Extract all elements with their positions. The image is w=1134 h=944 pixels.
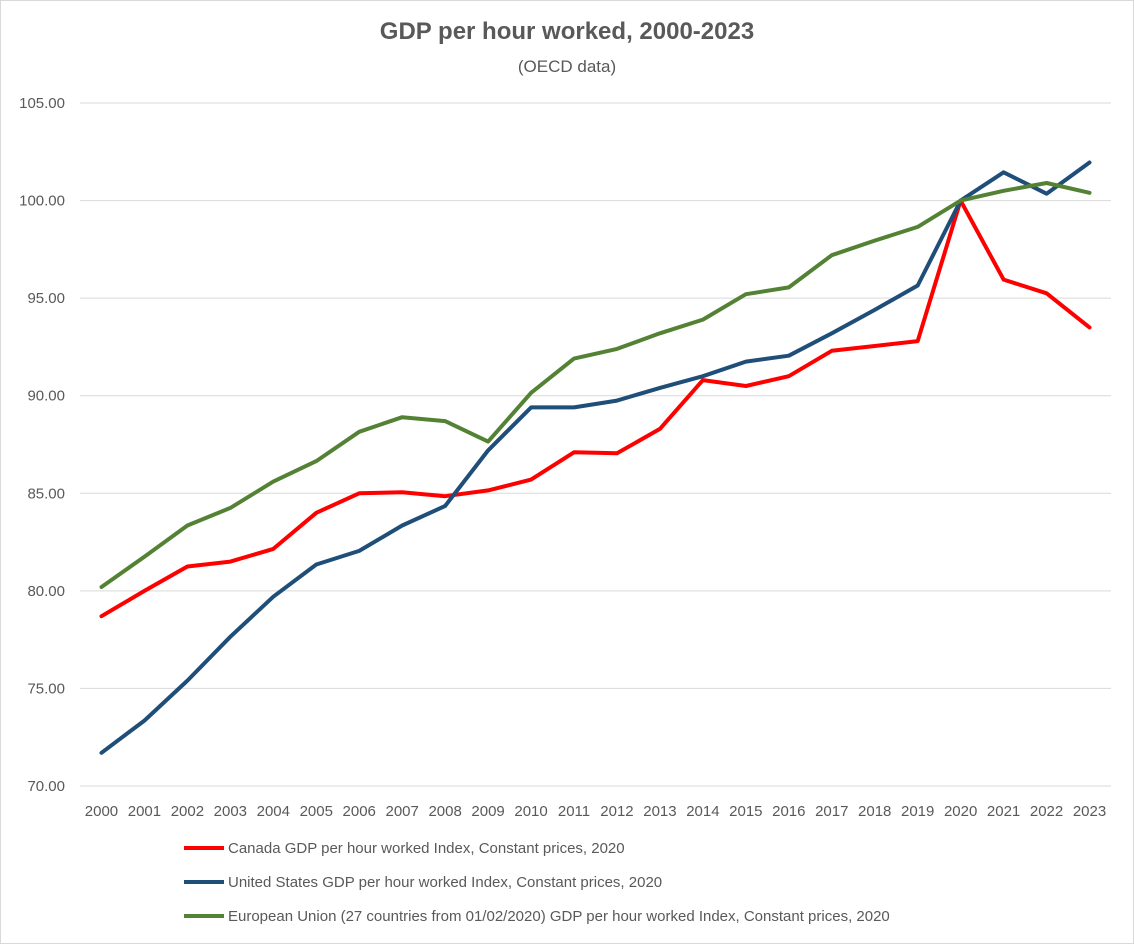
x-tick-label: 2006 bbox=[343, 803, 376, 820]
legend-label: European Union (27 countries from 01/02/… bbox=[228, 907, 890, 925]
x-tick-label: 2015 bbox=[729, 803, 762, 820]
y-axis: 70.00 75.00 80.00 85.00 90.00 95.00 100.00 105.… bbox=[19, 95, 65, 795]
x-tick-label: 2002 bbox=[171, 803, 204, 820]
y-tick-label: 75.00 bbox=[27, 680, 65, 697]
x-tick-label: 2022 bbox=[1030, 803, 1063, 820]
legend-label: United States GDP per hour worked Index,… bbox=[228, 873, 663, 891]
x-tick-label: 2001 bbox=[128, 803, 161, 820]
y-tick-label: 90.00 bbox=[27, 388, 65, 405]
y-tick-label: 105.00 bbox=[19, 95, 65, 112]
x-tick-label: 2009 bbox=[471, 803, 504, 820]
x-tick-label: 2023 bbox=[1073, 803, 1106, 820]
legend-item-european-union: European Union (27 countries from 01/02/… bbox=[184, 906, 890, 926]
x-axis: 2000 2001 2002 2003 2004 2005 2006 2007 2008 2009… bbox=[85, 803, 1106, 820]
x-tick-label: 2007 bbox=[386, 803, 419, 820]
legend-swatch bbox=[184, 880, 224, 884]
chart-title: GDP per hour worked, 2000-2023 bbox=[379, 18, 755, 45]
x-tick-label: 2004 bbox=[257, 803, 290, 820]
legend-item-united-states: United States GDP per hour worked Index,… bbox=[184, 872, 662, 892]
x-tick-label: 2019 bbox=[901, 803, 934, 820]
x-tick-label: 2012 bbox=[600, 803, 633, 820]
y-tick-label: 80.00 bbox=[27, 583, 65, 600]
series-line-canada bbox=[99, 198, 1092, 619]
x-tick-label: 2016 bbox=[772, 803, 805, 820]
x-tick-label: 2017 bbox=[815, 803, 848, 820]
x-tick-label: 2021 bbox=[987, 803, 1020, 820]
legend-swatch bbox=[184, 914, 224, 918]
x-tick-label: 2011 bbox=[558, 803, 590, 820]
x-tick-label: 2005 bbox=[300, 803, 333, 820]
legend-swatch bbox=[184, 846, 224, 850]
series-line-united-states bbox=[99, 160, 1092, 755]
x-tick-label: 2003 bbox=[214, 803, 247, 820]
x-tick-label: 2018 bbox=[858, 803, 891, 820]
y-tick-label: 100.00 bbox=[19, 193, 65, 210]
x-tick-label: 2020 bbox=[944, 803, 977, 820]
legend-item-canada: Canada GDP per hour worked Index, Consta… bbox=[184, 838, 625, 858]
legend-label: Canada GDP per hour worked Index, Consta… bbox=[228, 839, 625, 857]
y-tick-label: 70.00 bbox=[27, 778, 65, 795]
series-lines bbox=[99, 160, 1092, 755]
x-tick-label: 2014 bbox=[686, 803, 719, 820]
x-tick-label: 2008 bbox=[428, 803, 461, 820]
gridlines bbox=[80, 102, 1111, 787]
x-tick-label: 2013 bbox=[643, 803, 676, 820]
y-tick-label: 95.00 bbox=[27, 290, 65, 307]
chart-subtitle: (OECD data) bbox=[517, 57, 617, 76]
series-line-european-union bbox=[99, 181, 1092, 589]
x-tick-label: 2010 bbox=[514, 803, 547, 820]
x-tick-label: 2000 bbox=[85, 803, 118, 820]
y-tick-label: 85.00 bbox=[27, 485, 65, 502]
